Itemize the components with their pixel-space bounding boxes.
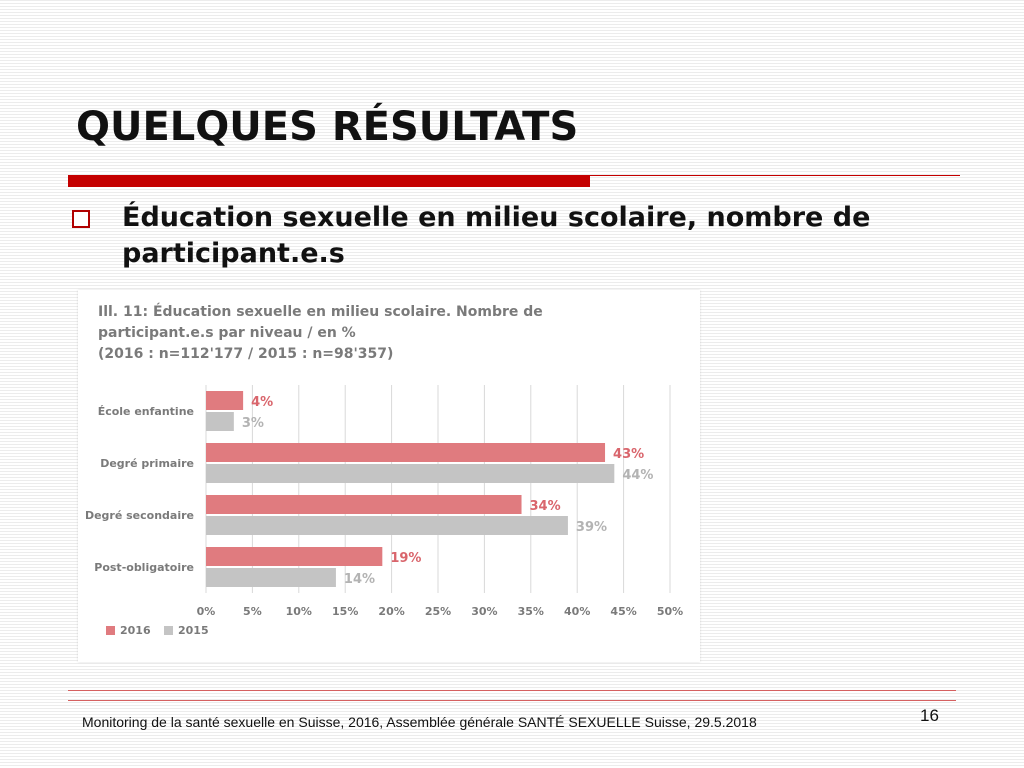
category-label: Degré secondaire xyxy=(85,509,194,522)
x-tick-label: 40% xyxy=(564,605,590,618)
data-label: 39% xyxy=(576,520,607,535)
x-tick-label: 0% xyxy=(197,605,216,618)
bullet-square-icon xyxy=(72,210,90,228)
data-label: 14% xyxy=(344,572,375,587)
x-tick-label: 30% xyxy=(471,605,497,618)
x-tick-label: 50% xyxy=(657,605,683,618)
chart-panel: Ill. 11: Éducation sexuelle en milieu sc… xyxy=(78,290,700,662)
x-tick-label: 35% xyxy=(518,605,544,618)
x-tick-label: 45% xyxy=(610,605,636,618)
bar-2015-3 xyxy=(206,568,336,587)
category-label: Post-obligatoire xyxy=(94,561,194,574)
legend-label: 2016 xyxy=(120,624,151,637)
data-label: 4% xyxy=(251,395,273,410)
footer-rule-top xyxy=(68,690,956,691)
bar-chart: 0% 5% 10% 15% 20% 25% 30% 35% 40% 45% 50% École enf… xyxy=(85,385,683,637)
data-label: 34% xyxy=(530,499,561,514)
x-tick-label: 25% xyxy=(425,605,451,618)
bar-2016-1 xyxy=(206,443,606,462)
x-tick-label: 15% xyxy=(332,605,358,618)
bar-2016-3 xyxy=(206,547,383,566)
title-underline-red xyxy=(68,175,590,187)
x-tick-label: 10% xyxy=(286,605,312,618)
bullet-text: Éducation sexuelle en milieu scolaire, n… xyxy=(122,202,871,269)
data-label: 44% xyxy=(622,468,653,483)
legend-swatch-2015 xyxy=(164,626,173,635)
data-label: 43% xyxy=(613,447,644,462)
data-label: 19% xyxy=(390,551,421,566)
bar-2016-2 xyxy=(206,495,522,514)
category-label: École enfantine xyxy=(98,405,194,418)
legend-label: 2015 xyxy=(178,624,209,637)
slide-title: QUELQUES RÉSULTATS xyxy=(76,104,579,150)
chart-title-line-2: participant.e.s par niveau / en % xyxy=(98,325,356,341)
chart-title: Ill. 11: Éducation sexuelle en milieu sc… xyxy=(98,302,618,365)
x-tick-label: 5% xyxy=(243,605,262,618)
bar-2015-1 xyxy=(206,464,615,483)
x-tick-label: 20% xyxy=(378,605,404,618)
footer-rule-bottom xyxy=(68,700,956,701)
data-label: 3% xyxy=(242,416,264,431)
bar-2016-0 xyxy=(206,391,244,410)
chart-title-line-1: Ill. 11: Éducation sexuelle en milieu sc… xyxy=(98,304,543,320)
title-underline-thin xyxy=(590,175,960,176)
page-number: 16 xyxy=(920,706,939,725)
footer-citation: Monitoring de la santé sexuelle en Suiss… xyxy=(82,714,757,730)
legend-swatch-2016 xyxy=(106,626,115,635)
chart-title-line-3: (2016 : n=112'177 / 2015 : n=98'357) xyxy=(98,346,394,362)
bar-2015-0 xyxy=(206,412,234,431)
category-label: Degré primaire xyxy=(100,457,194,470)
bar-2015-2 xyxy=(206,516,568,535)
